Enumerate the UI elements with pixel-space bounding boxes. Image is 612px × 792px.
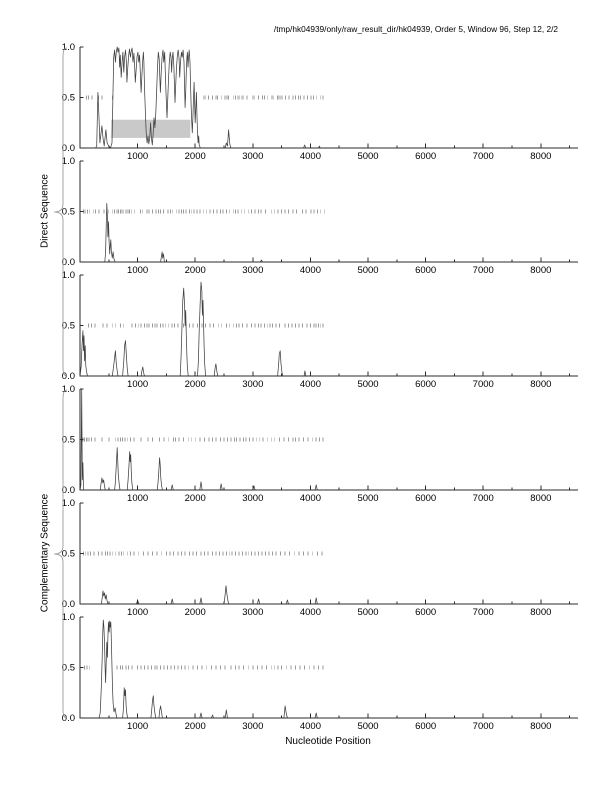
x-tick-label: 7000 bbox=[473, 721, 494, 732]
y-tick-label: 1.0 bbox=[62, 270, 75, 281]
x-tick-label: 7000 bbox=[473, 151, 494, 162]
panel-axes bbox=[79, 46, 578, 149]
x-tick-label: 5000 bbox=[357, 493, 378, 504]
x-tick-label: 8000 bbox=[530, 265, 551, 276]
probability-curve bbox=[80, 585, 578, 605]
x-tick-label: 1000 bbox=[127, 379, 148, 390]
x-tick-label: 8000 bbox=[530, 721, 551, 732]
x-tick-label: 1000 bbox=[127, 151, 148, 162]
panel-direct-frame-2: 0.0 0.5 1.0 1000 2000 3000 4000 5000 6000 7000 800… bbox=[62, 156, 578, 276]
panel-complementary-frame-1: 0.0 0.5 1.0 1000 2000 3000 4000 5000 6000 7000 800… bbox=[62, 384, 578, 504]
codon-marks bbox=[85, 95, 324, 100]
x-tick-label: 6000 bbox=[415, 721, 436, 732]
x-tick-label: 2000 bbox=[185, 265, 206, 276]
y-tick-label: 0.0 bbox=[62, 257, 75, 268]
codon-marks bbox=[83, 209, 325, 214]
x-tick-label: 3000 bbox=[242, 265, 263, 276]
y-tick-label: 0.0 bbox=[62, 371, 75, 382]
codon-marks bbox=[82, 437, 324, 442]
y-tick-label: 1.0 bbox=[62, 384, 75, 395]
y-tick-label: 1.0 bbox=[62, 612, 75, 623]
x-tick-label: 3000 bbox=[242, 379, 263, 390]
panel-axes bbox=[79, 388, 578, 491]
panel-axes bbox=[79, 502, 578, 605]
x-tick-label: 4000 bbox=[300, 607, 321, 618]
probability-curve bbox=[79, 281, 578, 377]
x-tick-label: 7000 bbox=[473, 265, 494, 276]
y-tick-label: 1.0 bbox=[62, 498, 75, 509]
codon-marks bbox=[83, 551, 323, 556]
panel-axes bbox=[79, 616, 578, 719]
x-tick-label: 4000 bbox=[300, 493, 321, 504]
x-tick-label: 5000 bbox=[357, 607, 378, 618]
x-tick-label: 4000 bbox=[300, 151, 321, 162]
x-tick-label: 8000 bbox=[530, 607, 551, 618]
panel-complementary-frame-2: 0.0 0.5 1.0 1000 2000 3000 4000 5000 6000 7000 800… bbox=[62, 498, 578, 618]
x-tick-label: 2000 bbox=[185, 721, 206, 732]
x-tick-label: 6000 bbox=[415, 607, 436, 618]
x-tick-label: 4000 bbox=[300, 379, 321, 390]
x-tick-label: 8000 bbox=[530, 151, 551, 162]
y-tick-label: 0.5 bbox=[62, 93, 75, 104]
x-tick-label: 1000 bbox=[127, 265, 148, 276]
x-tick-label: 2000 bbox=[185, 379, 206, 390]
x-tick-label: 3000 bbox=[242, 493, 263, 504]
panel-complementary-frame-3: 0.0 0.5 1.0 1000 2000 3000 4000 5000 6000 7000 800… bbox=[62, 612, 578, 732]
x-tick-label: 7000 bbox=[473, 493, 494, 504]
x-tick-label: 8000 bbox=[530, 379, 551, 390]
complementary-sequence-brace bbox=[53, 389, 68, 719]
x-tick-label: 5000 bbox=[357, 151, 378, 162]
x-tick-label: 3000 bbox=[242, 607, 263, 618]
x-tick-label: 3000 bbox=[242, 151, 263, 162]
y-tick-label: 0.5 bbox=[62, 549, 75, 560]
x-tick-label: 6000 bbox=[415, 265, 436, 276]
y-tick-label: 0.5 bbox=[62, 663, 75, 674]
x-tick-label: 2000 bbox=[185, 607, 206, 618]
codon-marks bbox=[88, 323, 324, 328]
x-tick-label: 6000 bbox=[415, 151, 436, 162]
y-tick-label: 0.0 bbox=[62, 143, 75, 154]
y-tick-label: 0.5 bbox=[62, 207, 75, 218]
x-tick-label: 1000 bbox=[127, 607, 148, 618]
panel-direct-frame-3: 0.0 0.5 1.0 1000 2000 3000 4000 5000 6000 7000 800… bbox=[62, 270, 578, 390]
x-axis-title-text: Nucleotide Position bbox=[285, 736, 371, 747]
y-tick-label: 0.0 bbox=[62, 713, 75, 724]
direct-sequence-brace bbox=[53, 47, 68, 377]
probability-curve bbox=[80, 46, 578, 149]
y-tick-label: 0.0 bbox=[62, 599, 75, 610]
x-tick-label: 7000 bbox=[473, 379, 494, 390]
x-tick-label: 4000 bbox=[300, 265, 321, 276]
x-tick-label: 5000 bbox=[357, 379, 378, 390]
x-tick-label: 2000 bbox=[185, 493, 206, 504]
y-tick-label: 0.5 bbox=[62, 321, 75, 332]
probability-curve bbox=[79, 388, 578, 491]
x-tick-label: 5000 bbox=[357, 721, 378, 732]
x-tick-label: 1000 bbox=[127, 721, 148, 732]
x-tick-label: 1000 bbox=[127, 493, 148, 504]
x-tick-label: 7000 bbox=[473, 607, 494, 618]
x-tick-label: 2000 bbox=[185, 151, 206, 162]
x-tick-label: 5000 bbox=[357, 265, 378, 276]
codon-marks bbox=[84, 665, 324, 670]
x-tick-label: 6000 bbox=[415, 493, 436, 504]
panel-direct-frame-1: 0.0 0.5 1.0 1000 2000 3000 4000 5000 6000 7000 800… bbox=[62, 42, 578, 162]
panel-axes bbox=[79, 274, 578, 377]
x-axis-title: Nucleotide Position bbox=[0, 736, 612, 747]
x-tick-label: 3000 bbox=[242, 721, 263, 732]
x-tick-label: 8000 bbox=[530, 493, 551, 504]
probability-curve bbox=[80, 203, 578, 263]
y-tick-label: 0.5 bbox=[62, 435, 75, 446]
page-title: /tmp/hk04939/only/raw_result_dir/hk04939… bbox=[273, 24, 558, 34]
y-tick-label: 1.0 bbox=[62, 42, 75, 53]
panel-axes bbox=[79, 160, 578, 263]
y-tick-label: 0.0 bbox=[62, 485, 75, 496]
x-tick-label: 6000 bbox=[415, 379, 436, 390]
x-tick-label: 4000 bbox=[300, 721, 321, 732]
y-tick-label: 1.0 bbox=[62, 156, 75, 167]
